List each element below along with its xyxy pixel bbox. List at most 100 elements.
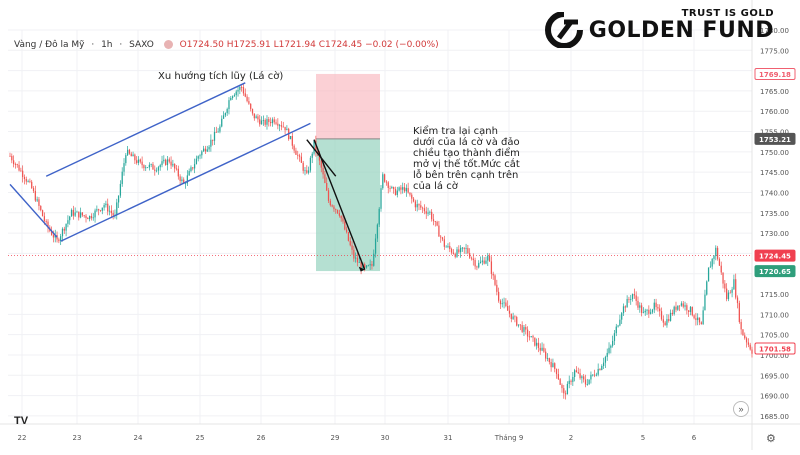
candle [110,210,112,214]
candle [621,313,623,320]
golden-fund-logo-icon [544,12,583,48]
candle [371,264,373,266]
candle [559,379,561,385]
candle [134,154,136,161]
tradingview-logo-icon[interactable]: TV [14,415,29,427]
source-label: SAXO [129,40,154,50]
candle [264,120,266,125]
candle [478,263,480,268]
candle [593,374,596,376]
y-tick-label: 1730.00 [760,230,789,238]
candle [599,368,601,371]
trendline [60,122,311,242]
candle [257,116,259,120]
candle [610,345,612,348]
candle [331,205,333,207]
candle [488,255,491,262]
candle [577,372,579,374]
candle [440,236,442,238]
candle [123,163,125,172]
candle [521,325,523,332]
gear-icon[interactable]: ⚙ [766,433,776,445]
x-tick-label: 23 [73,434,82,442]
candle [745,338,748,343]
candle [56,235,58,240]
candle [201,151,203,156]
candle [360,262,362,269]
candle [494,275,496,285]
candle [441,237,444,240]
scroll-right-icon[interactable]: » [733,401,749,417]
candle [541,347,543,351]
candle [642,312,645,314]
candle [512,316,514,319]
candle [583,376,585,380]
interval-label[interactable]: 1h [101,40,113,50]
price-label [754,132,796,145]
candle [751,349,753,354]
candle [324,174,326,183]
y-tick-label: 1685.00 [760,413,789,421]
candle [369,264,371,266]
candle [67,220,69,224]
y-tick-label: 1750.00 [760,149,789,157]
candle [99,210,102,212]
candle [193,164,196,169]
candle [72,209,74,216]
candle [566,383,569,395]
candle [289,136,292,140]
trendline [45,82,246,177]
candle [336,209,339,214]
candle [230,97,232,101]
candle [476,266,478,268]
candle [239,86,241,90]
candle [155,170,158,172]
candle [483,260,485,264]
candle [429,211,431,213]
candle [742,329,744,336]
candle [298,155,301,157]
candle [38,199,40,206]
candle [150,164,152,165]
candle [490,261,493,274]
trade-note-line: Kiểm tra lại cạnh [413,126,498,137]
candle [514,316,516,318]
candle [188,171,190,176]
symbol-name[interactable]: Vàng / Đô la Mỹ [14,40,85,50]
trade-note-line: lỗ bên trên cạnh trên [413,170,519,181]
candle [385,181,388,183]
price-label-text: 1769.18 [759,71,791,79]
candle [608,347,610,353]
x-tick-label: 6 [692,434,697,442]
candle [449,246,451,250]
candle [597,368,599,375]
candle [98,209,100,211]
candle [297,154,299,156]
candle [172,163,174,166]
candle [9,155,11,157]
y-tick-label: 1700.00 [760,352,789,360]
candle [530,336,532,338]
candle [635,295,637,301]
candle [70,209,73,217]
candle [720,265,722,273]
candle [628,298,630,300]
candle [246,96,248,102]
candle [427,212,429,214]
candle [443,239,445,247]
x-tick-label: 24 [134,434,143,442]
candle [659,308,661,312]
candle [713,256,715,259]
candle [92,217,94,219]
candle [411,194,413,199]
candle [461,247,464,249]
candle [624,306,626,308]
candle [738,303,740,323]
trade-note-line: của lá cờ [413,181,458,192]
candle [557,374,559,380]
candle [570,380,572,382]
candle [353,249,355,259]
candle [376,224,379,239]
